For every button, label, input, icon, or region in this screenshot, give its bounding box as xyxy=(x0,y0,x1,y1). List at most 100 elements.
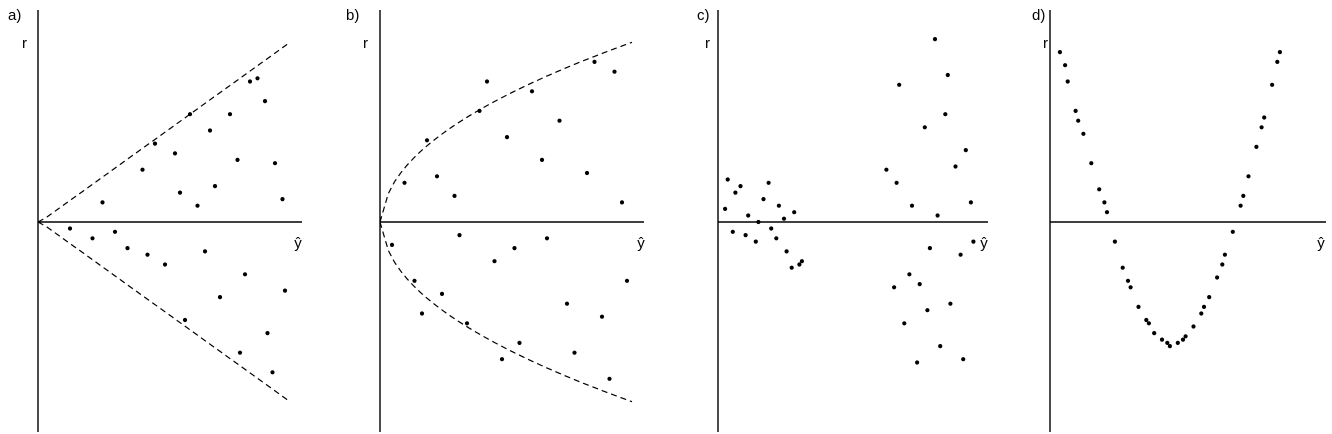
x-axis-label: ŷ xyxy=(637,235,645,252)
scatter-point xyxy=(140,167,145,172)
scatter-point xyxy=(1065,79,1070,84)
scatter-point xyxy=(484,79,490,84)
scatter-point xyxy=(1089,161,1094,166)
panel-label: a) xyxy=(8,7,21,24)
scatter-point xyxy=(247,79,253,84)
scatter-point xyxy=(1207,295,1212,300)
scatter-point xyxy=(1180,337,1186,342)
scatter-point xyxy=(1165,340,1170,345)
scatter-point xyxy=(907,272,912,277)
scatter-point xyxy=(776,203,782,208)
scatter-point xyxy=(738,184,743,189)
scatter-point xyxy=(1277,50,1282,55)
panel-c: c) r ŷ xyxy=(697,7,988,432)
scatter-point xyxy=(792,210,797,215)
scatter-point xyxy=(1167,344,1172,349)
scatter-point xyxy=(1104,210,1110,215)
scatter-point xyxy=(743,233,748,238)
scatter-point xyxy=(733,190,738,195)
scatter-point xyxy=(227,112,233,117)
scatter-point xyxy=(909,203,915,208)
scatter-point xyxy=(971,239,976,244)
panel-a: a)r ŷ xyxy=(8,7,302,432)
scatter-point xyxy=(1183,334,1188,339)
y-axis-label: r xyxy=(22,35,27,52)
scatter-point xyxy=(774,236,779,241)
scatter-point xyxy=(517,340,522,345)
scatter-point xyxy=(172,151,178,156)
x-axis-label: ŷ xyxy=(1317,235,1325,252)
scatter-point xyxy=(1254,144,1259,149)
scatter-point xyxy=(756,219,761,225)
scatter-point xyxy=(1241,193,1246,198)
scatter-point xyxy=(945,72,950,78)
scatter-point xyxy=(235,157,240,162)
scatter-point xyxy=(784,249,789,254)
scatter-point xyxy=(1120,265,1125,270)
scatter-point xyxy=(1215,275,1220,280)
scatter-point xyxy=(789,265,794,270)
envelope-lower-line xyxy=(37,221,291,403)
scatter-point xyxy=(1073,108,1078,113)
panel-b: b)r ŷ xyxy=(346,7,645,432)
scatter-point xyxy=(457,233,462,238)
scatter-point xyxy=(152,141,158,146)
y-axis-label: r xyxy=(705,35,710,52)
scatter-point xyxy=(961,357,966,362)
scatter-point xyxy=(917,282,922,287)
scatter-point xyxy=(1146,321,1151,326)
scatter-point xyxy=(90,236,95,241)
scatter-point xyxy=(265,331,270,336)
scatter-point xyxy=(781,216,787,221)
scatter-point xyxy=(145,252,150,257)
scatter-point xyxy=(612,69,617,74)
scatter-point xyxy=(769,226,774,231)
scatter-point xyxy=(892,285,897,290)
scatter-point xyxy=(187,112,193,117)
scatter-point xyxy=(424,138,430,143)
scatter-point xyxy=(1063,63,1068,68)
scatter-point xyxy=(237,350,243,355)
panel-label: b) xyxy=(346,7,359,24)
scatter-point xyxy=(262,99,268,104)
envelope-upper-line xyxy=(37,41,291,223)
scatter-point xyxy=(884,167,889,172)
scatter-point xyxy=(195,203,200,208)
scatter-point xyxy=(1201,304,1207,309)
scatter-point xyxy=(958,252,963,257)
scatter-point xyxy=(1238,203,1243,208)
scatter-point xyxy=(730,229,735,234)
scatter-point xyxy=(607,376,612,381)
scatter-point xyxy=(439,291,445,296)
scatter-point xyxy=(207,128,213,133)
scatter-point xyxy=(464,321,470,326)
scatter-point xyxy=(894,180,899,185)
scatter-point xyxy=(564,301,570,306)
scatter-point xyxy=(948,301,953,306)
scatter-point xyxy=(1152,331,1157,336)
scatter-point xyxy=(1175,340,1180,345)
scatter-point xyxy=(177,190,183,195)
scatter-point xyxy=(182,317,188,323)
scatter-point xyxy=(592,59,597,64)
scatter-point xyxy=(1076,118,1081,123)
scatter-point xyxy=(753,239,758,244)
scatter-point xyxy=(1144,317,1149,323)
scatter-point xyxy=(1259,125,1264,130)
scatter-point xyxy=(572,350,577,355)
scatter-point xyxy=(1230,229,1235,234)
scatter-point xyxy=(412,278,417,283)
scatter-point xyxy=(1112,239,1117,244)
scatter-point xyxy=(125,246,130,251)
scatter-point xyxy=(938,344,943,349)
scatter-point xyxy=(927,246,933,251)
panel-label: d) xyxy=(1032,7,1045,24)
scatter-point xyxy=(529,89,535,94)
scatter-point xyxy=(925,308,930,313)
y-axis-label: r xyxy=(363,35,368,52)
scatter-point xyxy=(1057,50,1062,55)
scatter-point xyxy=(557,118,562,123)
scatter-point xyxy=(202,249,208,254)
scatter-point xyxy=(746,213,751,218)
